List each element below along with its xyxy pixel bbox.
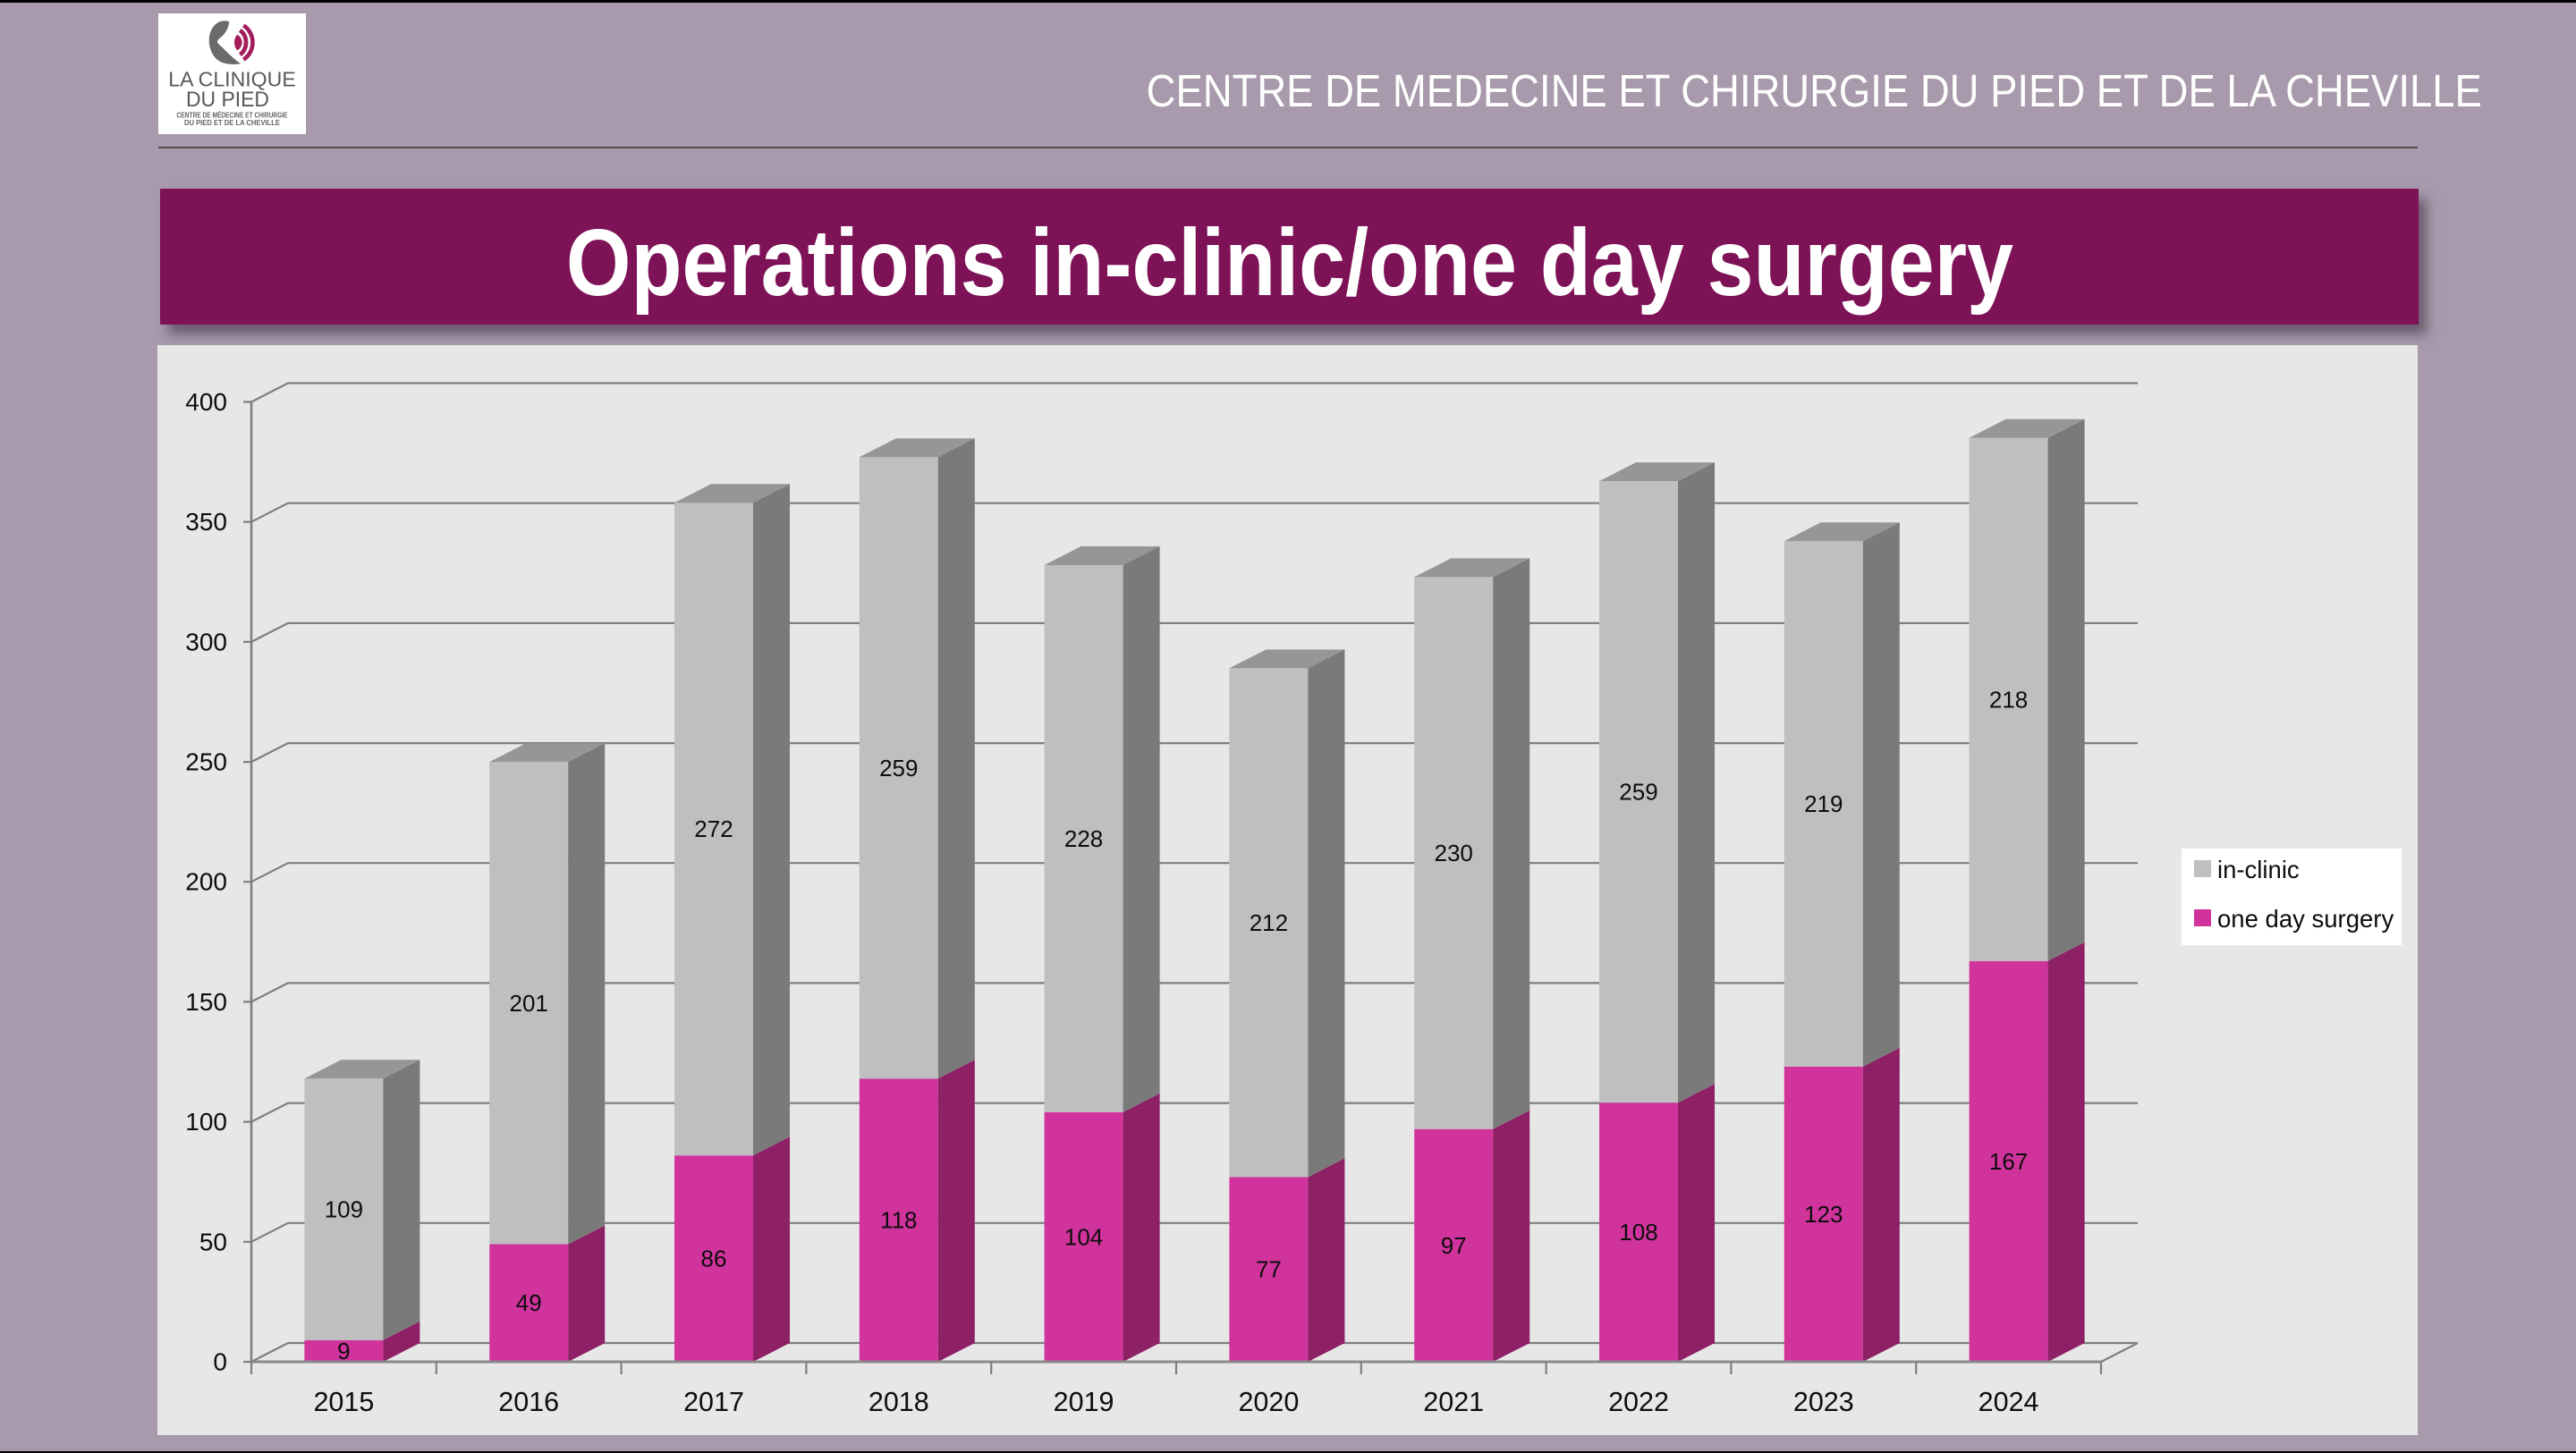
svg-text:104: 104 (1064, 1223, 1103, 1250)
svg-text:49: 49 (516, 1289, 542, 1316)
svg-text:2018: 2018 (869, 1387, 929, 1417)
svg-text:77: 77 (1256, 1256, 1282, 1283)
svg-text:200: 200 (185, 868, 227, 896)
svg-text:DU PIED: DU PIED (186, 88, 269, 112)
svg-text:228: 228 (1064, 825, 1103, 852)
svg-text:DU PIED ET DE LA CHEVILLE: DU PIED ET DE LA CHEVILLE (184, 119, 281, 127)
svg-text:LA CLINIQUE: LA CLINIQUE (168, 68, 296, 91)
svg-text:in-clinic: in-clinic (2217, 856, 2300, 883)
svg-text:218: 218 (1989, 686, 2028, 713)
svg-text:97: 97 (1441, 1232, 1467, 1259)
svg-text:300: 300 (185, 628, 227, 655)
svg-text:9: 9 (337, 1338, 350, 1364)
svg-text:272: 272 (694, 815, 733, 842)
svg-text:2019: 2019 (1054, 1387, 1114, 1417)
svg-text:86: 86 (701, 1246, 727, 1272)
svg-text:350: 350 (185, 508, 227, 536)
svg-text:2022: 2022 (1608, 1387, 1669, 1417)
svg-text:259: 259 (879, 755, 918, 781)
svg-text:219: 219 (1804, 790, 1843, 817)
svg-text:212: 212 (1250, 909, 1288, 936)
svg-text:2020: 2020 (1238, 1387, 1299, 1417)
svg-text:50: 50 (199, 1228, 227, 1255)
svg-text:150: 150 (185, 988, 227, 1016)
svg-text:one day surgery: one day surgery (2217, 905, 2394, 933)
svg-text:167: 167 (1989, 1148, 2028, 1175)
svg-text:2017: 2017 (683, 1387, 744, 1417)
svg-text:118: 118 (880, 1207, 917, 1234)
svg-text:108: 108 (1619, 1219, 1657, 1246)
svg-text:0: 0 (213, 1348, 227, 1376)
svg-text:109: 109 (325, 1196, 363, 1223)
svg-text:259: 259 (1619, 779, 1657, 806)
svg-text:2016: 2016 (498, 1387, 559, 1417)
svg-text:250: 250 (185, 748, 227, 776)
svg-text:230: 230 (1435, 840, 1473, 866)
svg-text:100: 100 (185, 1108, 227, 1136)
svg-text:2015: 2015 (313, 1387, 374, 1417)
svg-text:123: 123 (1804, 1201, 1843, 1228)
svg-text:2023: 2023 (1793, 1387, 1854, 1417)
svg-text:CENTRE DE MÉDECINE ET CHIRURGI: CENTRE DE MÉDECINE ET CHIRURGIE (177, 111, 289, 119)
svg-text:201: 201 (510, 990, 548, 1017)
svg-text:2021: 2021 (1423, 1387, 1484, 1417)
svg-text:400: 400 (185, 388, 227, 416)
svg-text:2024: 2024 (1979, 1387, 2039, 1417)
